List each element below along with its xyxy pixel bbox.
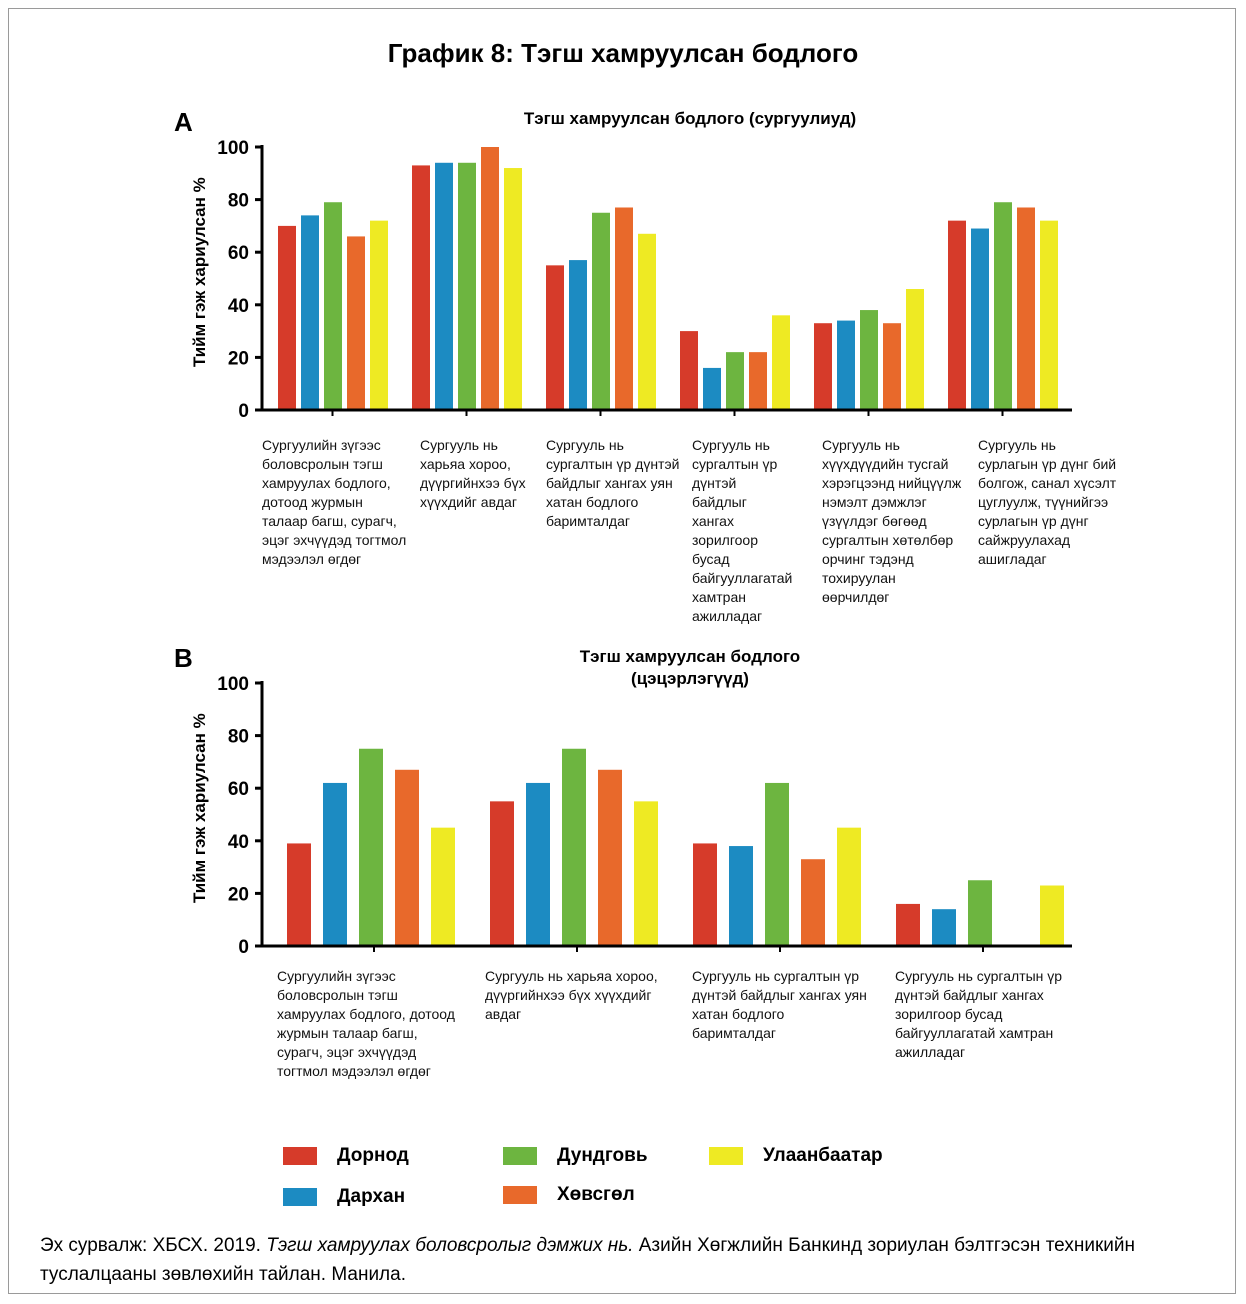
bar-b-cat4-series3: [968, 880, 992, 946]
bar-b-cat1-series4: [395, 769, 419, 946]
legend-swatch-ulaanbaatar: [709, 1147, 743, 1165]
bar-a-cat3-series3: [592, 212, 610, 410]
bar-a-cat5-series3: [860, 310, 878, 410]
bar-a-cat6-series4: [1017, 207, 1035, 410]
category-label-b-4: Сургууль нь сургалтын үр дүнтэй байдлыг …: [895, 968, 1063, 1060]
legend-label-dornod: Дорнод: [337, 1145, 409, 1166]
category-label-b-3: Сургууль нь сургалтын үр дүнтэй байдлыг …: [692, 968, 867, 1041]
legend-swatch-khuvsgul: [503, 1186, 537, 1204]
bar-a-cat3-series1: [546, 265, 564, 410]
bar-a-cat1-series1: [278, 225, 296, 410]
bar-b-cat1-series2: [323, 782, 347, 946]
panel-b-letter: B: [174, 643, 193, 673]
bar-a-cat6-series3: [994, 202, 1012, 410]
y-tick-label-b-40: 40: [228, 832, 249, 853]
bar-b-cat3-series4: [801, 859, 825, 946]
panel-a-chart-title: Тэгш хамруулсан бодлого (сургуулиуд): [523, 109, 857, 128]
bar-a-cat2-series4: [481, 147, 499, 410]
category-label-a-3: Сургууль нь сургалтын үр дүнтэй байдлыг …: [546, 437, 680, 529]
category-label-a-2: Сургууль нь харьяа хороо, дүүргийнхээ бү…: [420, 437, 526, 510]
bar-a-cat6-series2: [971, 228, 989, 410]
legend-label-khuvsgul: Хөвсгөл: [557, 1184, 635, 1205]
bar-a-cat2-series2: [435, 162, 453, 410]
legend-label-darkhan: Дархан: [337, 1186, 406, 1207]
legend-item-dornod: Дорнод: [283, 1145, 409, 1167]
y-tick-label-a-100: 100: [217, 138, 249, 159]
bar-a-cat6-series5: [1040, 220, 1058, 410]
bar-a-cat4-series1: [680, 331, 698, 410]
bar-b-cat1-series3: [359, 748, 383, 946]
bar-a-cat5-series2: [837, 320, 855, 410]
bar-a-cat4-series2: [703, 367, 721, 410]
bar-a-cat1-series3: [324, 202, 342, 410]
bar-a-cat5-series5: [906, 289, 924, 410]
bar-b-cat2-series1: [490, 801, 514, 946]
bar-a-cat5-series1: [814, 323, 832, 410]
category-label-a-4: Сургууль нь сургалтын үр дүнтэй байдлыг …: [692, 437, 793, 624]
bar-b-cat4-series2: [932, 909, 956, 946]
y-tick-label-a-40: 40: [228, 296, 249, 317]
y-tick-label-a-80: 80: [228, 191, 249, 212]
legend-swatch-darkhan: [283, 1188, 317, 1206]
bar-a-cat3-series4: [615, 207, 633, 410]
category-label-b-1: Сургуулийн зүгээс боловсролын тэгш хамру…: [277, 968, 455, 1079]
bar-a-cat1-series5: [370, 220, 388, 410]
y-tick-label-b-60: 60: [228, 779, 249, 800]
y-tick-label-a-0: 0: [238, 401, 249, 422]
legend-swatch-dornod: [283, 1147, 317, 1165]
figure-title: График 8: Тэгш хамруулсан бодлого: [387, 38, 859, 68]
bar-b-cat3-series5: [837, 827, 861, 946]
y-tick-label-b-0: 0: [238, 937, 249, 958]
bar-b-cat3-series2: [729, 846, 753, 946]
category-label-a-5: Сургууль нь хүүхдүүдийн тусгай хэрэгцээн…: [822, 437, 962, 605]
bar-b-cat4-series5: [1040, 885, 1064, 946]
source-note: Эх сурвалж: ХБСХ. 2019. Тэгш хамруулах б…: [40, 1231, 1190, 1289]
source-title: Тэгш хамруулах боловсролыг дэмжих нь.: [266, 1235, 634, 1256]
legend-item-khuvsgul: Хөвсгөл: [503, 1184, 635, 1206]
category-label-b-2: Сургууль нь харьяа хороо, дүүргийнхээ бү…: [485, 968, 658, 1022]
y-tick-label-b-100: 100: [217, 674, 249, 695]
bar-b-cat3-series1: [693, 843, 717, 946]
bar-a-cat2-series5: [504, 168, 522, 410]
legend-label-dundgovi: Дундговь: [557, 1145, 648, 1166]
bar-a-cat3-series2: [569, 260, 587, 410]
bar-a-cat3-series5: [638, 233, 656, 410]
y-tick-label-b-20: 20: [228, 884, 249, 905]
bar-a-cat2-series1: [412, 165, 430, 410]
bar-a-cat4-series3: [726, 352, 744, 410]
source-prefix: Эх сурвалж: ХБСХ. 2019.: [40, 1235, 267, 1256]
bar-b-cat3-series3: [765, 782, 789, 946]
legend-label-ulaanbaatar: Улаанбаатар: [763, 1145, 883, 1166]
legend-item-darkhan: Дархан: [283, 1186, 405, 1208]
panel-b-chart-title: Тэгш хамруулсан бодлого (цэцэрлэгүүд): [579, 647, 801, 688]
bar-b-cat2-series2: [526, 782, 550, 946]
bar-a-cat1-series4: [347, 236, 365, 410]
legend-item-dundgovi: Дундговь: [503, 1145, 648, 1167]
bar-b-cat2-series3: [562, 748, 586, 946]
category-label-a-6: Сургууль нь сурлагын үр дүнг бий болгож,…: [978, 437, 1117, 567]
bar-b-cat1-series1: [287, 843, 311, 946]
source-suffix: Азийн Хөгжлийн Банкинд зориулан бэлтгэсэ…: [40, 1235, 1135, 1285]
bar-a-cat4-series5: [772, 315, 790, 410]
bar-b-cat4-series1: [896, 903, 920, 946]
bar-b-cat2-series4: [598, 769, 622, 946]
legend-swatch-dundgovi: [503, 1147, 537, 1165]
category-label-a-1: Сургуулийн зүгээс боловсролын тэгш хамру…: [262, 437, 407, 567]
bar-b-cat1-series5: [431, 827, 455, 946]
panel-a-letter: A: [174, 107, 193, 137]
figure-frame: [8, 8, 1236, 1294]
y-tick-label-a-20: 20: [228, 348, 249, 369]
bar-a-cat5-series4: [883, 323, 901, 410]
bar-b-cat2-series5: [634, 801, 658, 946]
legend-item-ulaanbaatar: Улаанбаатар: [709, 1145, 883, 1167]
bar-a-cat6-series1: [948, 220, 966, 410]
y-tick-label-a-60: 60: [228, 243, 249, 264]
bar-a-cat1-series2: [301, 215, 319, 410]
bar-a-cat4-series4: [749, 352, 767, 410]
bar-a-cat2-series3: [458, 162, 476, 410]
y-tick-label-b-80: 80: [228, 727, 249, 748]
